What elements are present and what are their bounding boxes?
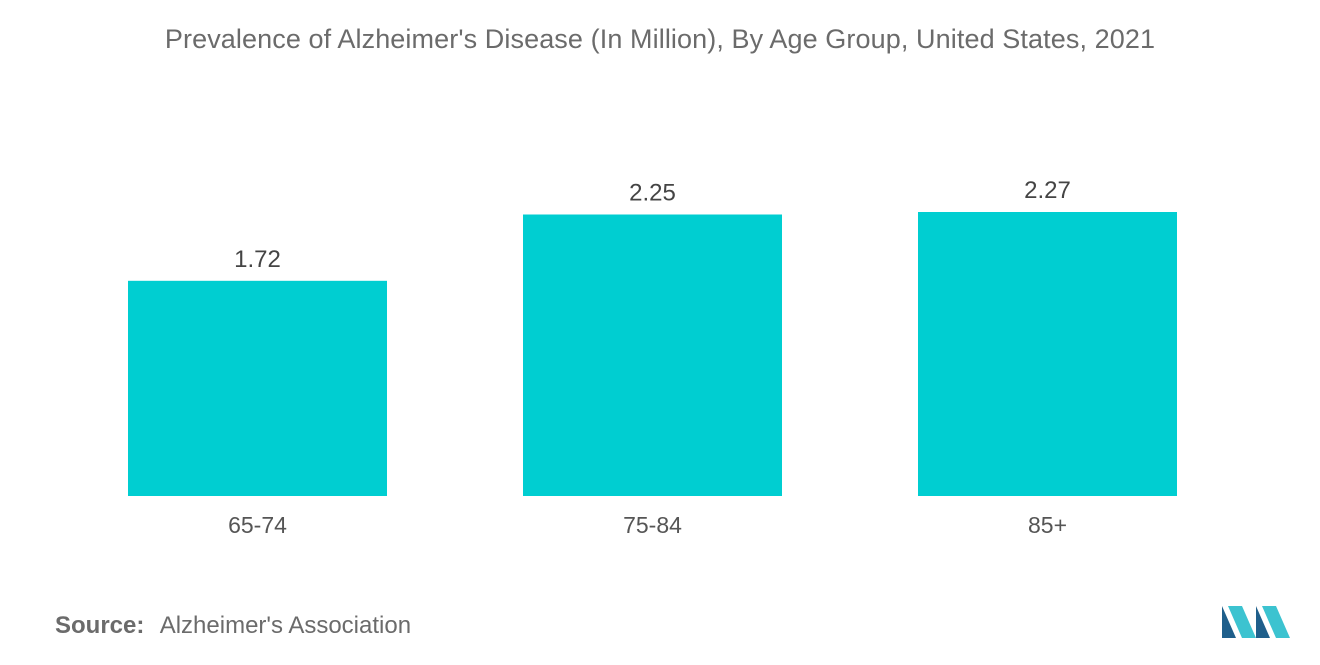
data-label-85+: 2.27 xyxy=(1024,177,1071,204)
bar-75-84 xyxy=(523,214,782,496)
bar-65-74 xyxy=(128,280,387,496)
bar-85+ xyxy=(918,212,1177,496)
x-tick-label-75-84: 75-84 xyxy=(623,512,682,538)
source-text: Alzheimer's Association xyxy=(159,612,412,639)
data-label-75-84: 2.25 xyxy=(629,180,676,207)
source-note: Source: Alzheimer's Association xyxy=(55,612,411,640)
source-label: Source: xyxy=(55,612,145,639)
mordor-intelligence-logo-icon xyxy=(1222,606,1290,638)
x-tick-label-65-74: 65-74 xyxy=(228,512,287,538)
x-tick-label-85+: 85+ xyxy=(1028,512,1067,538)
chart-title: Prevalence of Alzheimer's Disease (In Mi… xyxy=(164,24,1156,54)
data-label-65-74: 1.72 xyxy=(234,246,281,273)
